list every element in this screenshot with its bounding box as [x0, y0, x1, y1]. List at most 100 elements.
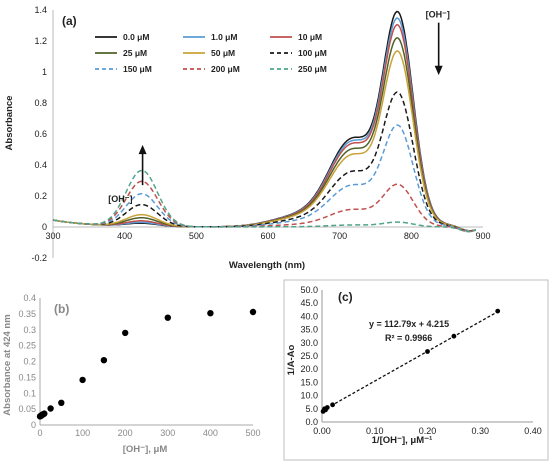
panel-b-y-tick-label: 0.3	[23, 325, 36, 335]
panel-c-points	[320, 308, 501, 414]
panel-a-x-tick-label: 900	[475, 231, 490, 241]
panel-a-legend: 0.0 μM 1.0 μM 10 μM 25 μM 50 μM 100 μM 150 μM 2…	[95, 32, 327, 74]
panel-c-x-tick-label: 0.40	[524, 426, 542, 436]
panel-c-y-tick-label: 30.0	[300, 338, 318, 348]
panel-b-label: (b)	[54, 302, 69, 316]
panel-b-scatter: (b) Absorbance at 424 nm [OH⁻], μM 0 0.05…	[2, 293, 261, 455]
panel-a-x-tick-label: 500	[189, 231, 204, 241]
panel-b-y-tick-label: 0.4	[23, 293, 36, 303]
panel-a-curves	[52, 10, 477, 233]
panel-a-y-tick-label: 0.2	[34, 191, 47, 201]
panel-a-spectra: (a) Absorbance Wavelength (nm) -0.2 0 0.2 0…	[4, 5, 491, 271]
panel-a-series-line	[52, 91, 477, 232]
panel-a-legend-label: 100 μM	[298, 48, 327, 58]
panel-a-x-tick-label: 800	[404, 231, 419, 241]
panel-c-linear-fit: (c) 1/A-Ao 1/[OH⁻], μM⁻¹ y = 112.79x + 4…	[283, 279, 549, 461]
panel-a-legend-label: 50 μM	[211, 48, 235, 58]
panel-b-y-tick-label: 0.35	[18, 309, 36, 319]
panel-a-series-line	[52, 169, 477, 233]
panel-a-xlabel: Wavelength (nm)	[229, 260, 305, 271]
panel-c-point	[330, 402, 335, 408]
panel-c-y-tick-label: 0.0	[305, 417, 318, 427]
panel-c-axes: 0.0 5.0 10.0 15.0 20.0 25.0 30.0 35.0 40.0 45.0 50…	[300, 285, 541, 436]
panel-c-r-squared: R² = 0.9966	[385, 333, 432, 343]
panel-b-y-tick-label: 0.25	[18, 341, 36, 351]
panel-c-x-tick-label: 0.00	[313, 426, 331, 436]
panel-b-point	[41, 410, 48, 417]
panel-b-point	[100, 357, 108, 364]
panel-b-y-tick-label: 0.1	[23, 388, 36, 398]
panel-a-y-tick-label: 1.4	[34, 5, 47, 15]
panel-a-x-tick-label: 400	[117, 231, 132, 241]
panel-c-label: (c)	[338, 290, 353, 304]
panel-c-y-tick-label: 25.0	[300, 351, 318, 361]
panel-c-y-tick-label: 15.0	[300, 377, 318, 387]
panel-a-x-tick-label: 600	[260, 231, 275, 241]
panel-c-point	[324, 405, 330, 410]
panel-b-y-tick-label: 0.15	[18, 372, 36, 382]
panel-c-equation: y = 112.79x + 4.215	[369, 319, 449, 329]
panel-a-x-tick-label: 300	[45, 231, 60, 241]
panel-c-fit-line	[321, 310, 500, 412]
panel-b-x-tick-label: 0	[37, 428, 42, 438]
panel-c-y-tick-label: 5.0	[305, 404, 318, 414]
panel-a-legend-label: 10 μM	[298, 32, 322, 42]
panel-a-x-tick-label: 700	[332, 231, 347, 241]
panel-a-y-tick-label: 0.6	[34, 129, 47, 139]
panel-a-legend-label: 1.0 μM	[211, 32, 237, 42]
panel-b-y-tick-label: 0	[31, 420, 36, 430]
panel-b-point	[164, 314, 171, 321]
panel-b-x-tick-label: 200	[118, 428, 133, 438]
panel-a-y-tick-label: 0	[42, 222, 47, 232]
panel-a-annotation-oh-decrease: [OH⁻]	[426, 10, 450, 20]
panel-c-x-tick-label: 0.30	[471, 426, 489, 436]
panel-b-x-tick-label: 500	[245, 428, 260, 438]
panel-a-y-tick-label: -0.2	[31, 253, 47, 263]
panel-a-arrow-down-head	[434, 65, 443, 76]
panel-a-y-tick-label: 0.8	[34, 98, 47, 108]
panel-c-y-tick-label: 10.0	[300, 391, 318, 401]
panel-b-x-tick-label: 100	[75, 428, 90, 438]
panel-c-point	[495, 308, 501, 314]
panel-b-y-tick-label: 0.05	[18, 404, 36, 414]
panel-a-annotations: [OH⁻] [OH⁻]	[108, 10, 450, 204]
panel-b-points	[36, 308, 257, 420]
panel-c-y-tick-label: 45.0	[300, 298, 318, 308]
panel-c-x-tick-label: 0.10	[366, 426, 384, 436]
panel-a-y-tick-label: 0.4	[34, 160, 47, 170]
panel-a-annotation-oh-increase: [OH⁻]	[108, 194, 132, 204]
panel-c-x-tick-label: 0.20	[419, 426, 437, 436]
panel-c-y-tick-label: 50.0	[300, 285, 318, 295]
panel-b-y-tick-label: 0.2	[23, 357, 36, 367]
panel-c-y-tick-label: 35.0	[300, 325, 318, 335]
panel-c-y-tick-label: 20.0	[300, 364, 318, 374]
panel-b-x-tick-label: 400	[203, 428, 218, 438]
panel-c-xlabel: 1/[OH⁻], μM⁻¹	[372, 435, 433, 446]
panel-a-axes: -0.2 0 0.2 0.4 0.6 0.8 1 1.2 1.4 300 400 500 600 700 8…	[31, 5, 490, 263]
panel-b-x-tick-label: 300	[160, 428, 175, 438]
panel-c-trendline	[321, 310, 500, 412]
panel-b-point	[58, 399, 65, 406]
panel-a-series-line	[52, 180, 477, 233]
panel-b-point	[79, 376, 86, 384]
panel-a-series-line	[52, 124, 477, 232]
panel-c-ylabel: 1/A-Ao	[286, 345, 297, 376]
panel-a-series-line	[52, 50, 477, 232]
panel-a-arrow-up-head	[138, 144, 147, 155]
panel-b-ylabel: Absorbance at 424 nm	[2, 314, 13, 415]
panel-a-legend-label: 250 μM	[298, 64, 327, 74]
panel-b-point	[207, 310, 214, 317]
panel-a-y-tick-label: 1	[42, 67, 47, 77]
panel-a-label: (a)	[62, 14, 77, 28]
panel-b-point	[122, 329, 129, 337]
panel-c-frame	[283, 279, 549, 461]
panel-c-y-tick-label: 40.0	[300, 311, 318, 321]
panel-c-point	[425, 349, 430, 354]
panel-a-ylabel: Absorbance	[4, 96, 15, 151]
panel-a-legend-label: 25 μM	[123, 48, 147, 58]
panel-b-point	[249, 308, 257, 316]
panel-a-legend-label: 150 μM	[123, 64, 152, 74]
panel-a-y-tick-label: 1.2	[34, 36, 47, 46]
panel-a-legend-label: 200 μM	[211, 64, 240, 74]
